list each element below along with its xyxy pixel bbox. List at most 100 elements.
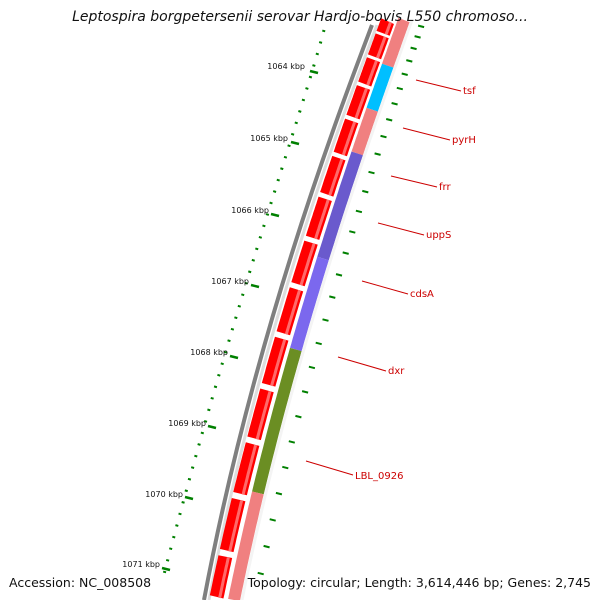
inner-tick [362,189,369,194]
gene-segment [382,17,410,68]
gene-label-dxr[interactable]: dxr [337,356,405,377]
inner-tick [374,152,381,156]
kbp-label: 1066 kbp [231,206,269,215]
gene-label-text[interactable]: pyrH [452,135,476,146]
inner-tick [329,295,336,299]
cds-segment [346,85,371,120]
accession-text: Accession: NC_008508 [9,575,152,590]
inner-tick [396,86,404,91]
inner-tick [263,544,270,549]
kbp-label: 1068 kbp [190,348,228,357]
inner-tick [342,251,349,255]
cds-highlight [366,60,378,86]
inner-tick [349,230,356,234]
cds-highlight [328,158,344,196]
gene-label-text[interactable]: cdsA [410,289,434,300]
cds-segment [305,196,332,240]
gene-label-frr[interactable]: frr [390,175,451,193]
kbp-label: 1069 kbp [168,419,206,428]
kbp-tick: 1070 kbp [145,490,194,501]
cds-highlight [241,444,258,495]
cds-segment [261,336,289,387]
inner-tick [257,571,264,576]
gene-labels: tsf pyrH frr uppS cdsA dxr LBL_0926 [305,79,476,482]
inner-tick [282,465,289,470]
cds-highlight [255,390,272,440]
backbone-arc-shadow [207,24,379,600]
cds-highlight [228,500,244,552]
topology-summary: Topology: circular; Length: 3,614,446 bp… [247,575,591,590]
gene-label-text[interactable]: uppS [426,230,451,241]
inner-tick [406,59,413,63]
cds-highlight [218,557,230,599]
cds-segment [367,33,389,60]
kbp-tick: 1065 kbp [250,134,300,146]
inner-tick [295,414,302,419]
cds-highlight [270,339,287,387]
cds-highlight [376,36,387,59]
kbp-tick: 1067 kbp [211,277,260,289]
gene-segment [351,107,378,156]
inner-tick [322,318,329,322]
gene-segment [317,151,363,261]
inner-tick [335,273,343,277]
gene-segment [252,347,302,495]
cds-track [209,18,394,599]
gene-segment [366,63,394,112]
gene-label-uppS[interactable]: uppS [377,222,451,241]
cds-segment [320,155,346,197]
kbp-tick: 1064 kbp [267,62,319,75]
page-title: Leptospira borgpetersenii serovar Hardjo… [72,9,528,25]
inner-tick [391,102,398,106]
gene-label-text[interactable]: LBL_0926 [355,471,403,482]
cds-highlight [354,87,368,119]
cds-segment [376,18,394,36]
inner-tick [269,518,276,522]
backbone-arc [202,24,374,600]
inner-tick [368,170,375,175]
gene-label-pyrH[interactable]: pyrH [402,127,476,146]
gene-label-text[interactable]: tsf [463,86,476,97]
inner-tick [410,46,417,51]
kbp-tick: 1069 kbp [168,419,217,430]
kbp-label: 1067 kbp [211,277,249,286]
gene-label-tsf[interactable]: tsf [415,79,476,97]
inner-tick [308,365,316,370]
gene-label-lbl-0926[interactable]: LBL_0926 [305,460,403,482]
gene-segment [228,491,264,600]
scale-dotted-arc [160,29,326,583]
cds-highlight [299,243,316,286]
gene-segment [290,256,329,352]
inner-tick [385,118,393,122]
gene-label-text[interactable]: frr [439,182,451,193]
inner-ticks [257,24,425,576]
kbp-tick: 1071 kbp [122,560,171,572]
cds-segment [291,240,318,287]
inner-tick [301,390,309,394]
inner-tick [401,72,408,76]
cds-segment [358,57,381,87]
inner-tick [275,491,283,496]
kbp-scale: 1064 kbp 1065 kbp 1066 kbp 1067 kbp 1068… [122,62,319,572]
inner-tick [414,35,421,39]
cds-segment [247,388,274,441]
inner-tick [355,209,363,214]
kbp-label: 1071 kbp [122,560,160,569]
gene-band [228,17,414,600]
kbp-label: 1065 kbp [250,134,288,143]
inner-tick [315,341,322,346]
cds-segment [219,497,246,553]
cds-highlight [284,289,301,335]
kbp-tick: 1068 kbp [190,348,239,360]
gene-label-text[interactable]: dxr [388,366,405,377]
inner-tick [288,440,296,444]
cds-segment [233,442,260,496]
inner-tick [380,134,387,139]
cds-highlight [314,199,330,240]
cds-segment [276,287,304,336]
gene-label-cdsA[interactable]: cdsA [361,280,434,300]
inner-tick [417,24,425,29]
cds-segment [333,118,359,157]
kbp-tick: 1066 kbp [231,206,280,218]
